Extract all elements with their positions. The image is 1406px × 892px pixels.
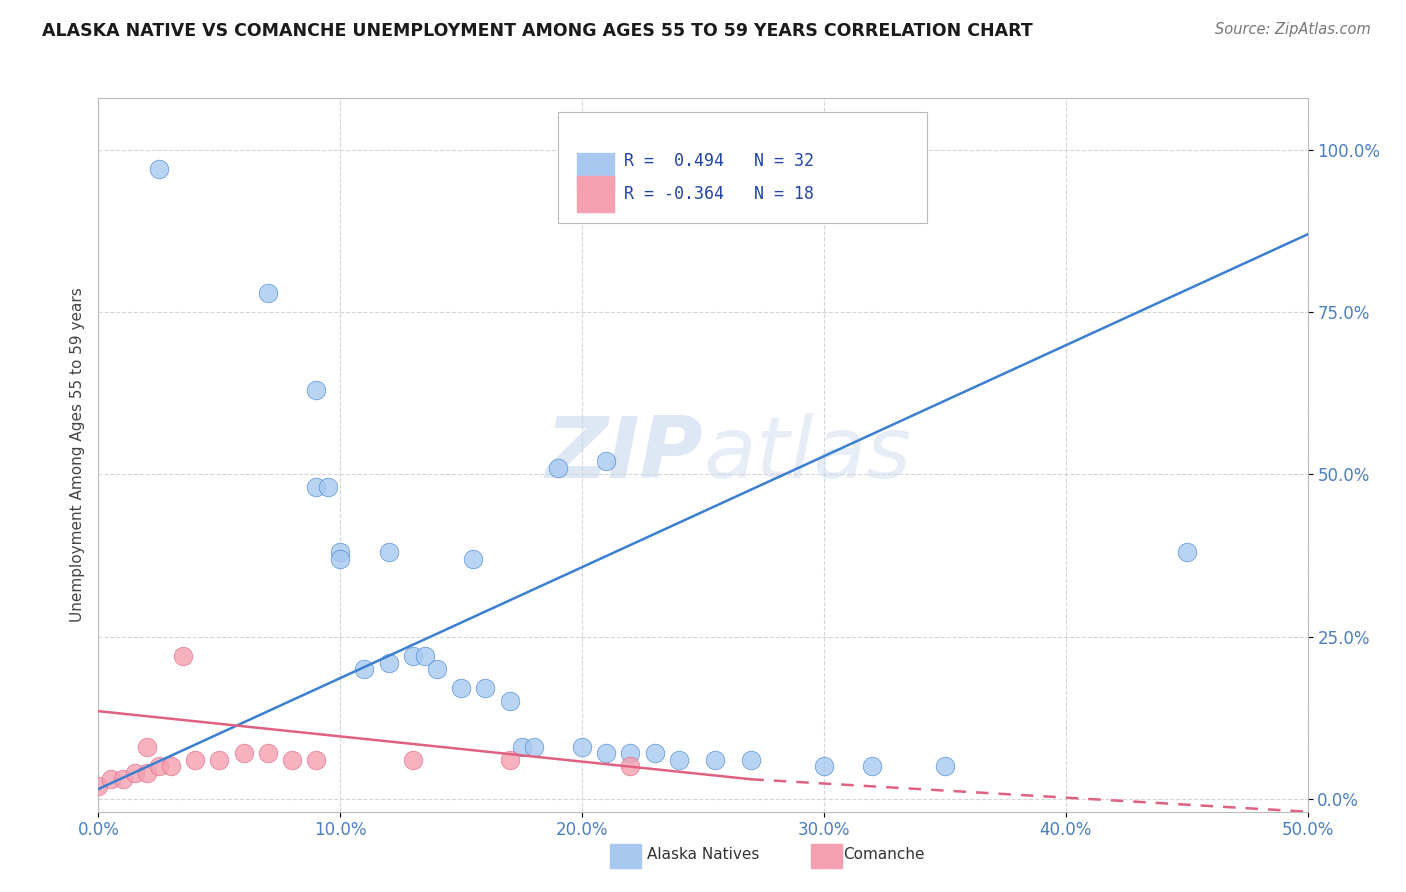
Text: R = -0.364   N = 18: R = -0.364 N = 18 — [624, 185, 814, 202]
Point — [619, 747, 641, 761]
Point — [111, 772, 134, 787]
Point — [860, 759, 883, 773]
Point — [135, 765, 157, 780]
Point — [644, 747, 666, 761]
Point — [208, 753, 231, 767]
Point — [571, 739, 593, 754]
Point — [135, 739, 157, 754]
Point — [740, 753, 762, 767]
Point — [305, 753, 328, 767]
Point — [463, 551, 485, 566]
Point — [232, 747, 254, 761]
Point — [498, 753, 520, 767]
Text: ZIP: ZIP — [546, 413, 703, 497]
Text: Alaska Natives: Alaska Natives — [647, 847, 759, 862]
Point — [595, 747, 617, 761]
Point — [377, 545, 399, 559]
Point — [402, 753, 425, 767]
Point — [619, 759, 641, 773]
Point — [353, 662, 375, 676]
Point — [172, 648, 194, 663]
Point — [87, 779, 110, 793]
Point — [547, 461, 569, 475]
Point — [402, 648, 425, 663]
Point — [281, 753, 304, 767]
FancyBboxPatch shape — [578, 176, 613, 211]
Point — [474, 681, 496, 696]
Point — [1175, 545, 1198, 559]
Point — [595, 454, 617, 468]
Point — [498, 694, 520, 708]
Text: atlas: atlas — [703, 413, 911, 497]
Y-axis label: Unemployment Among Ages 55 to 59 years: Unemployment Among Ages 55 to 59 years — [69, 287, 84, 623]
Point — [704, 753, 727, 767]
Text: Comanche: Comanche — [844, 847, 925, 862]
Point — [256, 285, 278, 300]
Point — [305, 480, 328, 494]
Point — [124, 765, 146, 780]
Point — [148, 162, 170, 177]
Point — [100, 772, 122, 787]
Point — [510, 739, 533, 754]
FancyBboxPatch shape — [578, 153, 613, 189]
Point — [523, 739, 546, 754]
Text: Source: ZipAtlas.com: Source: ZipAtlas.com — [1215, 22, 1371, 37]
Point — [426, 662, 449, 676]
Point — [668, 753, 690, 767]
Point — [184, 753, 207, 767]
Point — [934, 759, 956, 773]
Point — [160, 759, 183, 773]
Point — [413, 648, 436, 663]
Point — [377, 656, 399, 670]
Point — [148, 759, 170, 773]
Point — [329, 545, 352, 559]
Point — [256, 747, 278, 761]
Point — [450, 681, 472, 696]
Point — [316, 480, 339, 494]
Point — [305, 383, 328, 397]
Point — [813, 759, 835, 773]
Point — [329, 551, 352, 566]
FancyBboxPatch shape — [558, 112, 927, 223]
Text: ALASKA NATIVE VS COMANCHE UNEMPLOYMENT AMONG AGES 55 TO 59 YEARS CORRELATION CHA: ALASKA NATIVE VS COMANCHE UNEMPLOYMENT A… — [42, 22, 1033, 40]
Text: R =  0.494   N = 32: R = 0.494 N = 32 — [624, 152, 814, 169]
